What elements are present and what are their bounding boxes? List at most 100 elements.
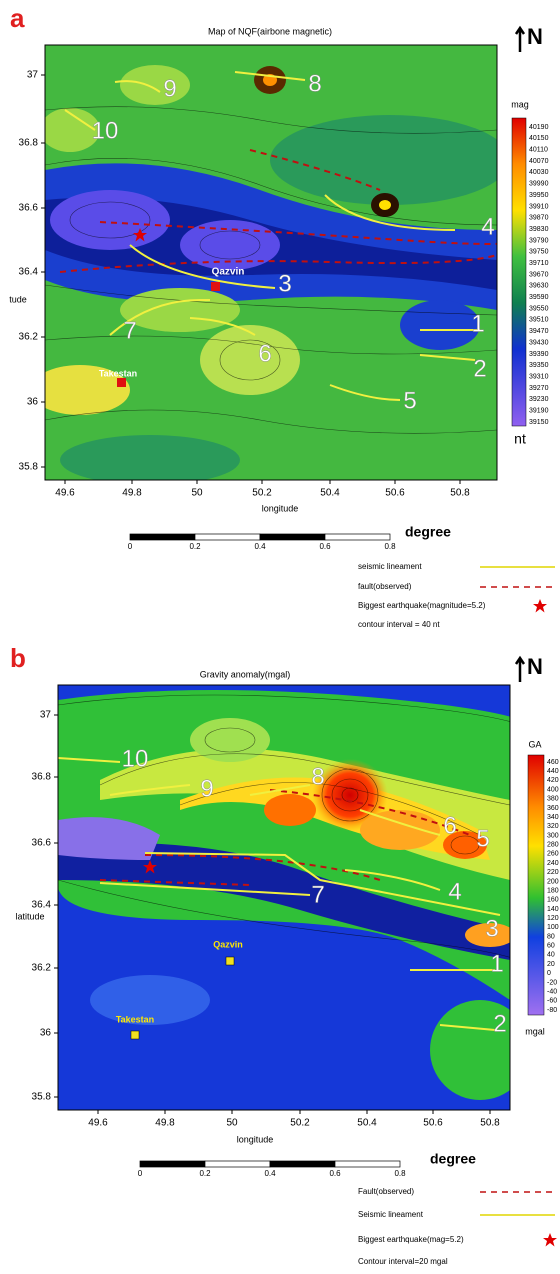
colorbar-label: 39830: [529, 226, 549, 233]
colorbar-label: 400: [547, 786, 559, 793]
colorbar-label: 40030: [529, 169, 549, 176]
lineament-label: 2: [493, 1010, 506, 1037]
x-tick-label: 50.8: [480, 1118, 500, 1129]
x-tick-label: 50.8: [450, 488, 470, 499]
colorbar-label: 39590: [529, 294, 549, 301]
lineament-label: 9: [163, 75, 176, 102]
map-title: Gravity anomaly(mgal): [200, 669, 291, 679]
lineament-label: 9: [200, 775, 213, 802]
scale-segment: [260, 534, 325, 540]
colorbar-label: 40110: [529, 147, 548, 154]
x-tick-label: 50.2: [252, 488, 272, 499]
colorbar-label: 39790: [529, 237, 549, 244]
scale-segment: [205, 1161, 270, 1167]
colorbar-label: 460: [547, 759, 559, 766]
colorbar-label: 60: [547, 943, 555, 950]
scale-label: 0.2: [189, 542, 201, 551]
panel-label: a: [10, 3, 25, 33]
scale-label: 0.4: [254, 542, 266, 551]
city-label: Takestan: [116, 1014, 154, 1024]
lineament-label: 6: [258, 340, 271, 367]
legend-star: [533, 599, 547, 613]
scale-segment: [335, 1161, 400, 1167]
map-title: Map of NQF(airbone magnetic): [208, 26, 332, 36]
legend-label: Seismic lineament: [358, 1210, 424, 1219]
scale-label: 0.6: [329, 1169, 341, 1178]
colorbar-label: -20: [547, 979, 557, 986]
x-tick-label: 49.6: [55, 488, 75, 499]
y-tick-label: 35.8: [32, 1092, 52, 1103]
colorbar-label: 39750: [529, 249, 549, 256]
colorbar-label: 0: [547, 970, 551, 977]
y-tick-label: 36.4: [32, 900, 52, 911]
colorbar-label: 180: [547, 887, 559, 894]
lineament-label: 10: [92, 117, 119, 144]
colorbar-label: 39230: [529, 396, 549, 403]
colorbar-label: 360: [547, 805, 559, 812]
colorbar-label: 300: [547, 832, 559, 839]
y-tick-label: 36: [40, 1028, 52, 1039]
colorbar-label: 40: [547, 952, 555, 959]
legend-label: Biggest earthquake(magnitude=5.2): [358, 601, 486, 610]
colorbar-label: 39190: [529, 407, 549, 414]
colorbar-label: 39270: [529, 385, 549, 392]
lineament-label: 6: [443, 812, 456, 839]
scale-segment: [140, 1161, 205, 1167]
colorbar-label: 240: [547, 860, 559, 867]
x-tick-label: 50: [191, 488, 203, 499]
x-tick-label: 49.6: [88, 1118, 108, 1129]
lineament-label: 4: [448, 878, 461, 905]
lineament-label: 8: [311, 763, 324, 790]
x-tick-label: 50: [226, 1118, 238, 1129]
colorbar-label: 440: [547, 768, 559, 775]
colorbar-label: 40190: [529, 124, 549, 131]
colorbar: [512, 118, 526, 426]
lineament-label: 10: [122, 745, 149, 772]
colorbar-label: 280: [547, 842, 559, 849]
lineament-label: 5: [476, 825, 489, 852]
colorbar-label: 39430: [529, 339, 549, 346]
y-tick-label: 36.4: [19, 267, 39, 278]
colorbar-label: 39390: [529, 351, 549, 358]
colorbar-label: 340: [547, 814, 559, 821]
magnetic-map: [30, 45, 511, 485]
lineament-label: 1: [490, 950, 503, 977]
colorbar-label: 39470: [529, 328, 549, 335]
colorbar-label: 140: [547, 906, 559, 913]
scale-segment: [270, 1161, 335, 1167]
colorbar-label: 260: [547, 851, 559, 858]
y-tick-label: 36.2: [32, 963, 52, 974]
north-label: N: [527, 24, 543, 49]
y-tick-label: 36.2: [19, 332, 39, 343]
lineament-label: 2: [473, 355, 486, 382]
colorbar-label: 120: [547, 915, 559, 922]
colorbar-label: 39990: [529, 181, 549, 188]
figure: a Map of NQF(airbone magnetic) N 37 36.8 36.6…: [0, 0, 560, 1274]
north-label: N: [527, 654, 543, 679]
north-arrow: [516, 28, 524, 52]
colorbar-label: -40: [547, 988, 557, 995]
lineament-label: 4: [481, 213, 494, 240]
x-tick-label: 50.4: [320, 488, 340, 499]
colorbar-title: mag: [511, 99, 529, 109]
y-tick-label: 36: [27, 397, 39, 408]
colorbar-label: 100: [547, 924, 559, 931]
y-axis-label: latitude: [15, 911, 44, 921]
scale-label: 0.2: [199, 1169, 211, 1178]
x-tick-label: 50.4: [357, 1118, 377, 1129]
y-tick-label: 37: [40, 710, 52, 721]
y-tick-label: 36.6: [32, 838, 52, 849]
legend-label: seismic lineament: [358, 562, 422, 571]
scale-segment: [325, 534, 390, 540]
colorbar-label: 40150: [529, 135, 549, 142]
lineament-label: 7: [311, 881, 324, 908]
y-tick-label: 36.8: [19, 138, 39, 149]
colorbar-label: 39310: [529, 373, 549, 380]
legend-label: fault(observed): [358, 582, 412, 591]
colorbar-label: -80: [547, 1007, 557, 1014]
lineament-label: 5: [403, 387, 416, 414]
city-label: Qazvin: [213, 939, 243, 949]
city-label: Qazvin: [212, 267, 245, 278]
colorbar-label: 39550: [529, 305, 549, 312]
y-tick-label: 35.8: [19, 462, 39, 473]
